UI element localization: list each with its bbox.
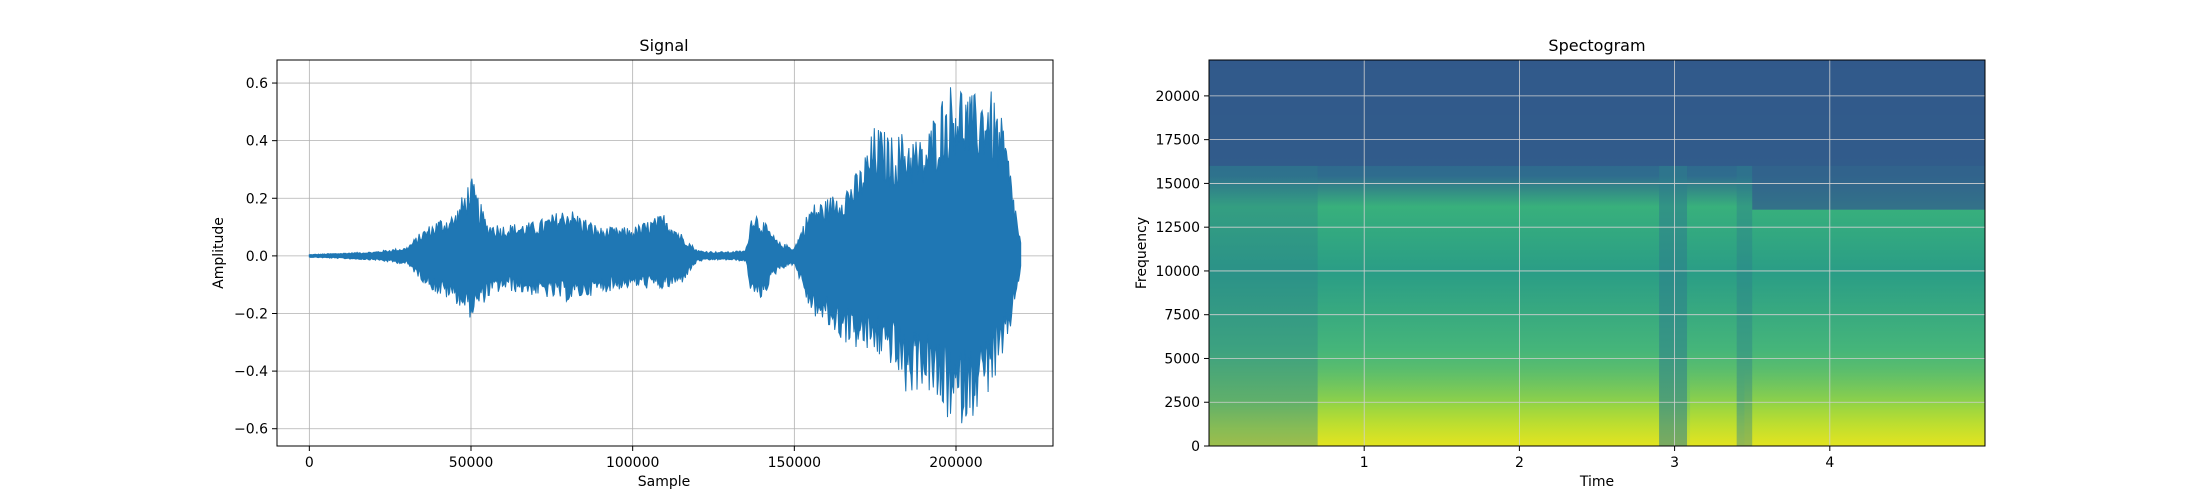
spectrogram-y-tick-label: 17500 [1155,133,1200,149]
spectrogram-x-tick-label: 2 [1515,455,1524,471]
spectrogram-overlay [1209,60,1985,446]
spectrogram-x-tick-label: 3 [1670,455,1679,471]
signal-y-tick-label: 0.0 [246,249,268,265]
spectrogram-y-tick-label: 5000 [1164,351,1200,367]
spectrogram-y-tick-label: 2500 [1164,395,1200,411]
signal-x-tick-label: 200000 [929,455,982,471]
signal-y-axis-label: Amplitude [211,217,227,289]
spectrogram-gridlines [1209,60,1985,446]
signal-y-tick-label: −0.2 [234,306,268,322]
spectrogram-y-tick-label: 7500 [1164,308,1200,324]
signal-series-area [308,87,1022,424]
spectrogram-y-tick-label: 12500 [1155,220,1200,236]
signal-y-tick-label: 0.6 [246,76,268,92]
signal-x-tick-label: 0 [305,455,314,471]
spectrogram-y-tick-label: 0 [1191,439,1200,455]
spectrogram-speech-band [1317,367,1660,446]
spectrogram-x-tick-label: 4 [1825,455,1834,471]
spectrogram-quiet-region [1209,165,1318,446]
signal-x-tick-label: 150000 [768,455,821,471]
spectrogram-quiet-region [1659,165,1688,446]
signal-chart: Signal 0 50000 100000 150000 200000 −0.6 −0.4… [211,36,1054,490]
signal-y-tick-label: −0.4 [234,364,268,380]
spectrogram-x-tick-label: 1 [1360,455,1369,471]
signal-title: Signal [639,36,688,55]
spectrogram-axes-frame [1208,59,1986,447]
spectrogram-speech-band [1690,367,1737,446]
signal-waveform [308,87,1022,424]
spectrogram-title: Spectogram [1548,36,1645,55]
signal-y-tick-label: −0.6 [234,422,268,438]
signal-y-ticks: −0.6 −0.4 −0.2 0.0 0.2 0.4 0.6 [234,76,277,438]
signal-y-tick-label: 0.4 [246,134,268,150]
spectrogram-high-band [1209,60,1985,166]
spectrogram-y-tick-label: 20000 [1155,89,1200,105]
signal-y-tick-label: 0.2 [246,191,268,207]
spectrogram-y-tick-label: 15000 [1155,176,1200,192]
spectrogram-y-axis-label: Frequency [1134,217,1150,289]
signal-x-tick-label: 50000 [449,455,494,471]
signal-x-ticks: 0 50000 100000 150000 200000 [305,446,983,471]
spectrogram-speech-band [1744,367,1985,446]
spectrogram-quiet-region [1736,165,1753,446]
signal-x-axis-label: Sample [638,474,691,490]
spectrogram-y-tick-label: 10000 [1155,264,1200,280]
spectrogram-upper-notch [1752,165,1985,210]
spectrogram-y-ticks: 0 2500 5000 7500 10000 12500 15000 17500 20000 [1155,89,1209,455]
signal-axes-frame [276,59,1054,447]
spectrogram-x-ticks: 1 2 3 4 [1360,446,1834,471]
spectrogram-chart: Spectogram 1 2 3 4 0 2500 5000 7500 10000 12500 1… [1134,36,1986,490]
spectrogram-x-axis-label: Time [1579,474,1614,490]
signal-x-tick-label: 100000 [606,455,659,471]
